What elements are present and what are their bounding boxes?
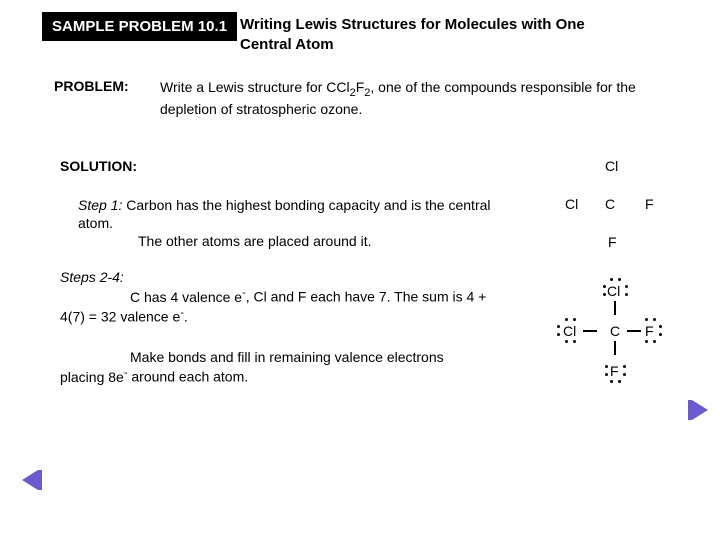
steps24-block: Steps 2-4: C has 4 valence e-, Cl and F … xyxy=(60,268,500,326)
d1-bottom: F xyxy=(608,234,617,250)
makebonds-a: Make bonds and fill in remaining valence… xyxy=(60,349,444,385)
next-arrow-icon[interactable] xyxy=(692,400,708,420)
d2-top: Cl xyxy=(607,283,620,299)
d2-right: F xyxy=(645,323,654,339)
lp xyxy=(573,318,576,321)
lp xyxy=(659,333,662,336)
sample-problem-header: SAMPLE PROBLEM 10.1 xyxy=(42,12,237,41)
problem-statement: Write a Lewis structure for CCl2F2, one … xyxy=(160,78,650,118)
diagram-skeleton: Cl Cl C F F xyxy=(540,158,680,268)
diagram-lewis: Cl Cl C F F xyxy=(545,275,685,395)
step1-block: Step 1: Carbon has the highest bonding c… xyxy=(78,196,498,251)
makebonds-block: Make bonds and fill in remaining valence… xyxy=(60,348,460,386)
d2-left: Cl xyxy=(563,323,576,339)
lp xyxy=(625,293,628,296)
solution-label: SOLUTION: xyxy=(60,158,137,174)
prev-arrow-icon[interactable] xyxy=(22,470,38,490)
lp xyxy=(645,318,648,321)
lp xyxy=(610,380,613,383)
lp xyxy=(605,365,608,368)
problem-label: PROBLEM: xyxy=(54,78,129,94)
d1-right: F xyxy=(645,196,654,212)
problem-mid: F xyxy=(356,79,365,95)
bond-top xyxy=(614,301,616,315)
step1-label: Step 1: xyxy=(78,197,122,213)
step1-line2: The other atoms are placed around it. xyxy=(78,232,371,250)
problem-title: Writing Lewis Structures for Molecules w… xyxy=(240,15,640,54)
makebonds-b: around each atom. xyxy=(128,369,249,385)
lp xyxy=(603,293,606,296)
bond-right xyxy=(627,330,641,332)
lp xyxy=(573,340,576,343)
d1-top: Cl xyxy=(605,158,618,174)
lp xyxy=(565,318,568,321)
d2-center: C xyxy=(610,323,620,339)
lp xyxy=(623,373,626,376)
steps24-label: Steps 2-4: xyxy=(60,269,124,285)
lp xyxy=(623,365,626,368)
lp xyxy=(603,285,606,288)
d1-left: Cl xyxy=(565,196,578,212)
lp xyxy=(610,278,613,281)
lp xyxy=(557,333,560,336)
steps24-text1a: C has 4 valence e xyxy=(60,289,242,305)
lp xyxy=(645,340,648,343)
lp xyxy=(618,380,621,383)
bond-bottom xyxy=(614,341,616,355)
lp xyxy=(618,278,621,281)
lp xyxy=(557,325,560,328)
lp xyxy=(565,340,568,343)
lp xyxy=(659,325,662,328)
lp xyxy=(653,340,656,343)
bond-left xyxy=(583,330,597,332)
d1-center: C xyxy=(605,196,615,212)
steps24-text1c: . xyxy=(184,309,188,325)
lp xyxy=(625,285,628,288)
d2-bottom: F xyxy=(610,363,619,379)
problem-text-prefix: Write a Lewis structure for CCl xyxy=(160,79,350,95)
step1-text: Carbon has the highest bonding capacity … xyxy=(78,197,491,231)
lp xyxy=(605,373,608,376)
lp xyxy=(653,318,656,321)
